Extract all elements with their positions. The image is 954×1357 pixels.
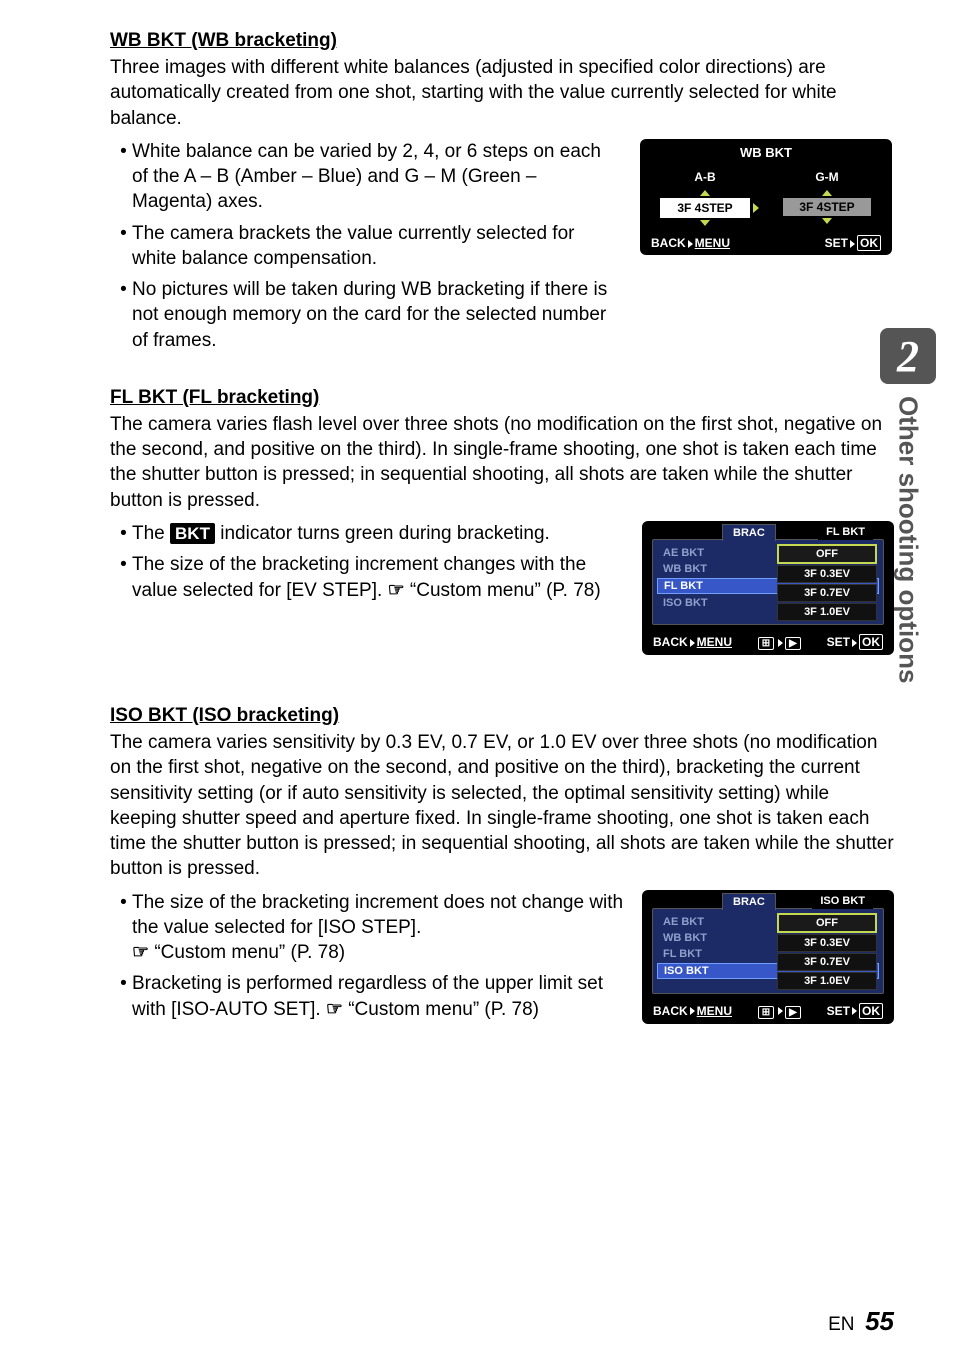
- fl-bkt-screen: BRAC FL BKT AE BKT WB BKT FL BKT ISO BKT…: [642, 521, 894, 655]
- xref-custom-menu[interactable]: “Custom menu” (P. 78): [154, 942, 345, 963]
- wb-axis-gm: G-M 3F 4STEP: [773, 170, 881, 226]
- option-off[interactable]: OFF: [777, 544, 877, 564]
- page-number: 55: [865, 1306, 894, 1336]
- section-intro-iso: The camera varies sensitivity by 0.3 EV,…: [110, 730, 894, 882]
- bracket-menu-panel: BRAC FL BKT AE BKT WB BKT FL BKT ISO BKT…: [652, 539, 884, 625]
- option-0-3ev[interactable]: 3F 0.3EV: [777, 565, 877, 583]
- xref-custom-menu[interactable]: “Custom menu” (P. 78): [410, 580, 601, 601]
- iso-bkt-screen: BRAC ISO BKT AE BKT WB BKT FL BKT ISO BK…: [642, 890, 894, 1024]
- reference-hand-icon: ☞: [388, 578, 403, 603]
- arrow-down-icon: [700, 220, 710, 226]
- option-1-0ev[interactable]: 3F 1.0EV: [777, 972, 877, 990]
- section-intro-fl: The camera varies flash level over three…: [110, 412, 894, 513]
- fl-bullets: The BKT indicator turns green during bra…: [110, 521, 624, 609]
- menu-tab-brac[interactable]: BRAC: [722, 524, 776, 541]
- axis-label-ab: A-B: [694, 170, 715, 184]
- wb-bkt-screen: WB BKT A-B 3F 4STEP G-M 3F 4STEP BACKMEN…: [640, 139, 892, 255]
- xref-custom-menu[interactable]: “Custom menu” (P. 78): [348, 999, 539, 1020]
- arrow-up-icon: [822, 190, 832, 196]
- lcd-title: WB BKT: [645, 145, 887, 160]
- bracket-menu-panel: BRAC ISO BKT AE BKT WB BKT FL BKT ISO BK…: [652, 908, 884, 994]
- axis-label-gm: G-M: [815, 170, 838, 184]
- bkt-indicator-icon: BKT: [170, 523, 215, 544]
- wb-bullet: The camera brackets the value currently …: [132, 221, 622, 272]
- arrow-down-icon: [822, 218, 832, 224]
- reference-hand-icon: ☞: [326, 997, 341, 1022]
- arrow-right-icon: [778, 639, 783, 647]
- arrow-right-icon: [778, 1007, 783, 1015]
- arrow-right-icon: [852, 639, 857, 647]
- iso-bullet: The size of the bracketing increment doe…: [132, 890, 624, 966]
- page-footer: EN 55: [828, 1306, 894, 1337]
- iso-bullet: Bracketing is performed regardless of th…: [132, 971, 624, 1022]
- guide-icon: ⊞▶: [756, 635, 803, 650]
- section-intro-wb: Three images with different white balanc…: [110, 55, 894, 131]
- guide-icon: ⊞▶: [756, 1004, 803, 1019]
- wb-bullet: No pictures will be taken during WB brac…: [132, 277, 622, 353]
- arrow-right-icon: [850, 240, 855, 248]
- wb-step-ab[interactable]: 3F 4STEP: [660, 198, 750, 218]
- menu-subtitle: ISO BKT: [812, 893, 873, 909]
- wb-axis-ab: A-B 3F 4STEP: [651, 170, 759, 226]
- fl-bullet: The BKT indicator turns green during bra…: [132, 521, 624, 546]
- arrow-right-icon: [688, 240, 693, 248]
- set-label[interactable]: SETOK: [827, 635, 883, 650]
- fl-bullet: The size of the bracketing increment cha…: [132, 552, 624, 603]
- wb-bullet: White balance can be varied by 2, 4, or …: [132, 139, 622, 215]
- set-label[interactable]: SETOK: [827, 1004, 883, 1019]
- wb-bullets: White balance can be varied by 2, 4, or …: [110, 139, 622, 359]
- back-label[interactable]: BACKMENU: [651, 236, 730, 250]
- arrow-right-icon: [690, 639, 695, 647]
- chapter-number: 2: [880, 328, 936, 384]
- iso-bullets: The size of the bracketing increment doe…: [110, 890, 624, 1028]
- section-heading-iso: ISO BKT (ISO bracketing): [110, 705, 894, 727]
- option-0-7ev[interactable]: 3F 0.7EV: [777, 584, 877, 602]
- set-label[interactable]: SETOK: [825, 236, 881, 250]
- wb-step-gm[interactable]: 3F 4STEP: [783, 198, 871, 216]
- option-1-0ev[interactable]: 3F 1.0EV: [777, 603, 877, 621]
- menu-subtitle: FL BKT: [818, 524, 873, 540]
- chapter-label: Other shooting options: [893, 396, 924, 683]
- arrow-right-icon: [690, 1007, 695, 1015]
- chapter-tab: 2 Other shooting options: [880, 328, 936, 683]
- option-0-7ev[interactable]: 3F 0.7EV: [777, 953, 877, 971]
- arrow-right-icon: [852, 1007, 857, 1015]
- section-heading-fl: FL BKT (FL bracketing): [110, 387, 894, 409]
- reference-hand-icon: ☞: [132, 940, 147, 965]
- back-label[interactable]: BACKMENU: [653, 1004, 732, 1019]
- section-heading-wb: WB BKT (WB bracketing): [110, 30, 894, 52]
- menu-tab-brac[interactable]: BRAC: [722, 893, 776, 910]
- lang-code: EN: [828, 1314, 854, 1335]
- option-off[interactable]: OFF: [777, 913, 877, 933]
- back-label[interactable]: BACKMENU: [653, 635, 732, 650]
- arrow-up-icon: [700, 190, 710, 196]
- option-0-3ev[interactable]: 3F 0.3EV: [777, 934, 877, 952]
